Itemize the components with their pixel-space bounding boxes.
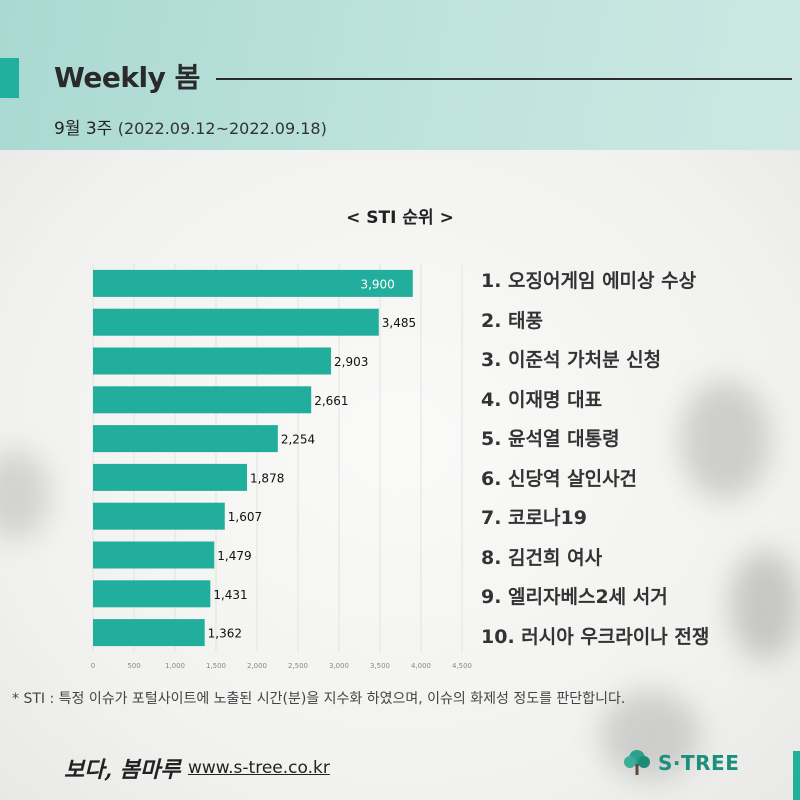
background-blur [730,550,800,660]
data-label: 1,479 [217,549,251,563]
data-label: 3,485 [382,316,416,330]
x-tick-label: 0 [91,662,95,670]
ranking-item: 2. 태풍 [481,309,544,332]
bar [93,502,225,530]
ranking-item: 9. 엘리자베스2세 서거 [481,586,668,608]
page-title: Weekly 봄 [54,61,200,94]
ranking-item: 4. 이재명 대표 [481,388,603,411]
x-tick-label: 3,000 [329,662,349,670]
stree-brand: S·TREE [658,751,740,775]
data-label: 1,362 [208,627,242,641]
data-label: 1,607 [228,510,262,524]
data-label: 1,431 [213,588,247,602]
data-label: 2,903 [334,355,368,369]
x-tick-label: 1,500 [206,662,226,670]
bar [93,580,211,608]
bommaru-logo: 보다, 봄마루 [64,757,181,783]
data-label: 2,661 [314,394,348,408]
x-tick-label: 2,000 [247,662,267,670]
bar [93,619,205,647]
corner-accent [793,751,800,800]
bar [93,541,215,569]
ranking-item: 7. 코로나19 [481,507,587,529]
x-tick-label: 500 [127,662,140,670]
ranking-item: 10. 러시아 우크라이나 전쟁 [481,625,710,648]
background-blur [600,690,700,780]
ranking-item: 1. 오징어게임 에미상 수상 [481,270,697,292]
header: Weekly 봄 9월 3주 (2022.09.12~2022.09.18) [0,0,800,150]
bar [93,347,332,375]
ranking-item: 5. 윤석열 대통령 [481,428,620,450]
ranking-item: 6. 신당역 살인사건 [481,467,638,490]
x-tick-label: 3,500 [370,662,390,670]
background-blur [680,380,770,500]
title-divider [216,78,792,80]
chart-title: < STI 순위 > [346,208,454,228]
bar [93,425,278,453]
bar [93,463,247,491]
bar [93,386,312,414]
data-label: 3,900 [360,277,394,291]
x-tick-label: 4,000 [411,662,431,670]
ranking-item: 3. 이준석 가처분 신청 [481,349,662,371]
ranking-list: 1. 오징어게임 에미상 수상 2. 태풍 3. 이준석 가처분 신청 4. 이재명 … [481,266,709,661]
week-dates: (2022.09.12~2022.09.18) [117,119,327,138]
week-number: 9월 3주 [54,119,113,139]
x-tick-label: 4,500 [452,662,472,670]
week-label: 9월 3주 (2022.09.12~2022.09.18) [54,114,327,139]
ranking-item: 8. 김건희 여사 [481,546,603,569]
website-link[interactable]: www.s-tree.co.kr [188,758,330,778]
tree-icon [624,750,650,775]
x-tick-label: 1,000 [165,662,185,670]
footnote: * STI : 특정 이슈가 포털사이트에 노출된 시간(분)을 지수화 하였으… [12,691,626,707]
accent-bar [0,58,19,98]
x-tick-label: 2,500 [288,662,308,670]
data-label: 1,878 [250,471,284,485]
bar [93,269,413,297]
stree-logo: S·TREE [622,748,739,778]
data-label: 2,254 [281,433,315,447]
bar [93,308,379,336]
sti-bar-chart: 3,900 3,485 2,903 2,661 2,254 1,878 1,607 1,479… [91,264,472,670]
